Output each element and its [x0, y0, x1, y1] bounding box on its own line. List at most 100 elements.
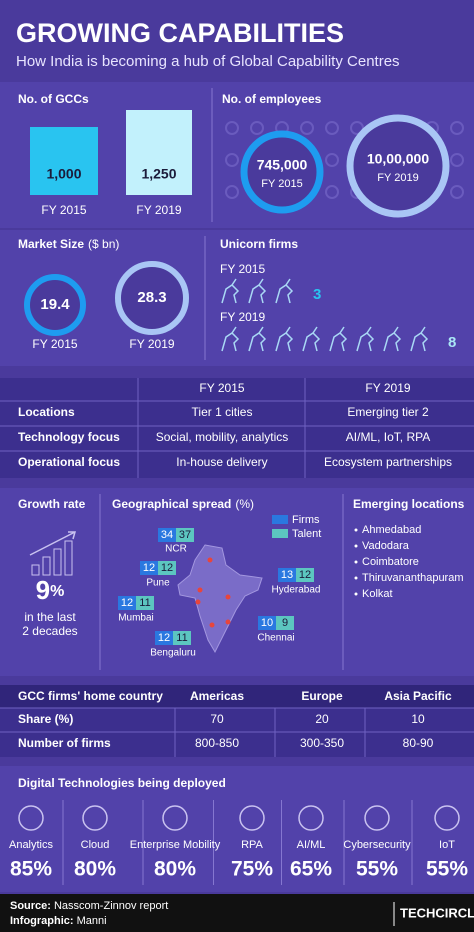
people-icon: [450, 185, 464, 199]
tech-icon: [434, 805, 460, 831]
value: 745,000: [257, 157, 308, 173]
talent-value: 9: [282, 617, 288, 629]
firms-value: 12: [121, 597, 133, 609]
city-name: Bengaluru: [150, 648, 196, 659]
credit-label: Infographic: Manni: [10, 915, 107, 927]
tech-value: 55%: [356, 858, 398, 881]
tech-value: 65%: [290, 858, 332, 881]
title: GROWING CAPABILITIES: [16, 18, 344, 48]
location: Thiruvananthapuram: [362, 572, 464, 584]
bar-value: 1,250: [141, 166, 176, 182]
city-dot: [195, 599, 201, 605]
growth-icon: [64, 540, 73, 576]
cell: Ecosystem partnerships: [324, 455, 452, 469]
unicorn-icon: [275, 278, 294, 304]
cell: Social, mobility, analytics: [156, 430, 289, 444]
source: Nasscom-Zinnov report: [54, 900, 168, 912]
legend-label: Talent: [292, 528, 321, 540]
people-icon: [225, 153, 239, 167]
growth-note: 2 decades: [22, 624, 77, 638]
value: 10,00,000: [367, 151, 429, 167]
firms-value: 13: [281, 569, 293, 581]
section-label: No. of employees: [222, 92, 322, 106]
ring: [115, 261, 189, 335]
section-label: Market Size ($ bn): [18, 237, 119, 251]
year: FY 2015: [32, 337, 77, 351]
subtitle: How India is becoming a hub of Global Ca…: [16, 53, 400, 70]
location: Ahmedabad: [362, 524, 421, 536]
people-icon: [300, 121, 314, 135]
tech-name: Cybersecurity: [343, 839, 411, 851]
year: FY 2015: [220, 262, 265, 276]
tech-name: IoT: [439, 839, 455, 851]
city-dot: [225, 594, 231, 600]
count: 3: [313, 286, 321, 303]
unit: (%): [235, 497, 254, 511]
tech-value: 80%: [154, 858, 196, 881]
cell: 10: [411, 712, 425, 726]
talent-value: 37: [179, 529, 191, 541]
bullet: [354, 560, 358, 564]
unicorn-icon: [302, 326, 321, 352]
tech-value: 55%: [426, 858, 468, 881]
unit: ($ bn): [88, 237, 119, 251]
talent-box: [296, 568, 314, 582]
growth-icon: [31, 564, 40, 576]
cell: AI/ML, IoT, RPA: [346, 430, 430, 444]
tech-icon: [18, 805, 44, 831]
source-label: Source: Nasscom-Zinnov report: [10, 900, 168, 912]
people-icon: [450, 153, 464, 167]
city-dot: [197, 587, 203, 593]
table-header-bg: [0, 685, 474, 708]
unicorn-icon: [410, 326, 429, 352]
tech-value: 75%: [231, 858, 273, 881]
column-header: Europe: [301, 689, 343, 703]
tech-icon: [364, 805, 390, 831]
people-icon: [350, 121, 364, 135]
year: FY 2019: [129, 337, 174, 351]
column-header: Americas: [190, 689, 244, 703]
talent-box: [158, 561, 176, 575]
people-icon: [325, 121, 339, 135]
bar: [126, 110, 192, 195]
tech-value: 85%: [10, 858, 52, 881]
location: Vadodara: [362, 540, 410, 552]
city-name: Mumbai: [118, 613, 154, 624]
bullet: [354, 528, 358, 532]
growth-arrow: [29, 531, 76, 556]
bullet: [354, 576, 358, 580]
year: FY 2019: [136, 203, 181, 217]
people-icon: [250, 121, 264, 135]
row-label: Locations: [18, 405, 75, 419]
section-digital: [0, 766, 474, 892]
unicorn-icon: [248, 278, 267, 304]
section-label: Digital Technologies being deployed: [18, 776, 226, 790]
tech-name: Cloud: [81, 839, 110, 851]
talent-box: [136, 596, 154, 610]
year: FY 2015: [261, 178, 302, 190]
tech-value: 80%: [74, 858, 116, 881]
firms-box: [158, 528, 176, 542]
firms-box: [258, 616, 276, 630]
section-label: Emerging locations: [353, 497, 465, 511]
growth-unit: %: [50, 583, 64, 600]
bullet: [354, 592, 358, 596]
legend-swatch: [272, 529, 288, 538]
city-name: Pune: [146, 578, 170, 589]
city-name: Hyderabad: [272, 585, 321, 596]
unicorn-icon: [248, 326, 267, 352]
firms-value: 10: [261, 617, 273, 629]
bar-value: 1,000: [46, 166, 81, 182]
city-name: NCR: [165, 544, 187, 555]
city-dot: [209, 622, 215, 628]
bar: [30, 127, 98, 195]
cell: 800-850: [195, 736, 239, 750]
column-header: FY 2019: [365, 381, 410, 395]
people-icon: [225, 121, 239, 135]
talent-value: 11: [176, 632, 187, 644]
cell: 20: [315, 712, 329, 726]
talent-value: 11: [139, 597, 150, 609]
cell: 300-350: [300, 736, 344, 750]
section-label: No. of GCCs: [18, 92, 89, 106]
cell: 70: [210, 712, 224, 726]
